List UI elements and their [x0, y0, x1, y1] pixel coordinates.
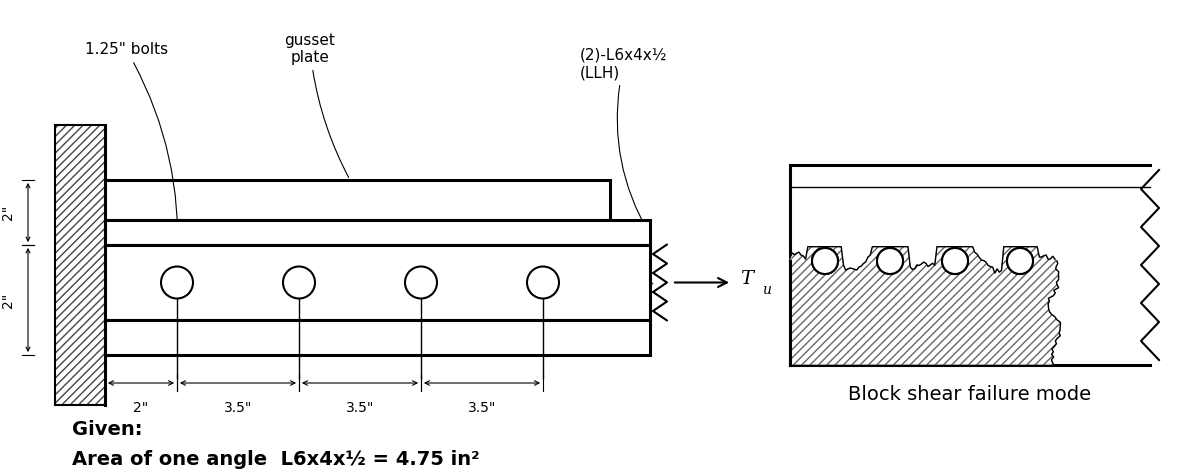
Circle shape: [161, 266, 193, 298]
Text: 2": 2": [1, 293, 16, 308]
Circle shape: [877, 248, 904, 274]
Text: Given:: Given:: [72, 420, 143, 439]
Text: 3.5": 3.5": [346, 401, 374, 415]
Circle shape: [942, 248, 968, 274]
Polygon shape: [106, 180, 610, 220]
Polygon shape: [106, 320, 650, 355]
Polygon shape: [55, 125, 106, 405]
Circle shape: [283, 266, 314, 298]
Text: 3.5": 3.5": [468, 401, 496, 415]
Circle shape: [1007, 248, 1033, 274]
Circle shape: [812, 248, 838, 274]
Polygon shape: [106, 245, 650, 320]
Circle shape: [1007, 248, 1033, 274]
Text: gusset
plate: gusset plate: [284, 33, 349, 178]
Text: 2": 2": [1, 205, 16, 220]
Circle shape: [812, 248, 838, 274]
Text: T: T: [740, 269, 754, 287]
Text: 3.5": 3.5": [224, 401, 252, 415]
Text: 1.25" bolts: 1.25" bolts: [85, 42, 178, 259]
Text: Block shear failure mode: Block shear failure mode: [848, 385, 1092, 404]
Polygon shape: [106, 220, 650, 245]
Polygon shape: [790, 247, 1061, 365]
Circle shape: [406, 266, 437, 298]
Text: u: u: [762, 284, 770, 297]
Text: 2": 2": [133, 401, 149, 415]
Text: (2)-L6x4x½
(LLH): (2)-L6x4x½ (LLH): [580, 48, 667, 233]
Circle shape: [942, 248, 968, 274]
Circle shape: [527, 266, 559, 298]
Text: Area of one angle  L6x4x½ = 4.75 in²: Area of one angle L6x4x½ = 4.75 in²: [72, 450, 480, 469]
Circle shape: [877, 248, 904, 274]
